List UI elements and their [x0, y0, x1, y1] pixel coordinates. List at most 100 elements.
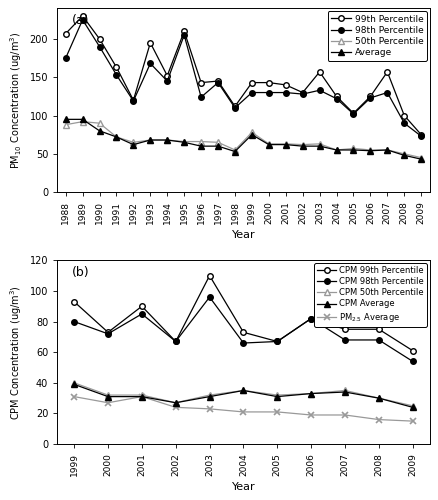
CPM 98th Percentile — [173, 338, 178, 344]
PM$_{2.5}$ Average — [173, 404, 178, 410]
CPM 98th Percentile — [275, 338, 280, 344]
PM$_{2.5}$ Average — [71, 394, 77, 400]
Text: (a): (a) — [72, 14, 90, 27]
99th Percentile — [351, 110, 356, 116]
Average — [198, 143, 204, 149]
99th Percentile — [402, 112, 407, 118]
CPM 50th Percentile — [207, 392, 212, 398]
98th Percentile — [334, 96, 339, 102]
CPM 50th Percentile — [343, 388, 348, 394]
Average — [419, 156, 424, 162]
99th Percentile — [385, 69, 390, 75]
Average — [249, 132, 254, 138]
PM$_{2.5}$ Average — [308, 412, 314, 418]
PM$_{2.5}$ Average — [275, 409, 280, 415]
CPM Average — [308, 390, 314, 396]
Average — [131, 142, 136, 148]
99th Percentile — [419, 132, 424, 138]
50th Percentile — [97, 120, 102, 126]
99th Percentile — [317, 69, 322, 75]
Line: CPM Average: CPM Average — [71, 382, 416, 410]
98th Percentile — [419, 133, 424, 139]
CPM 98th Percentile — [207, 294, 212, 300]
Average — [97, 128, 102, 134]
Average — [351, 147, 356, 153]
CPM 98th Percentile — [71, 318, 77, 324]
CPM 99th Percentile — [207, 272, 212, 278]
CPM 99th Percentile — [241, 330, 246, 336]
99th Percentile — [334, 94, 339, 100]
Average — [385, 147, 390, 153]
CPM 50th Percentile — [376, 395, 381, 401]
CPM Average — [376, 395, 381, 401]
Text: (b): (b) — [72, 266, 90, 279]
50th Percentile — [148, 137, 153, 143]
Line: CPM 99th Percentile: CPM 99th Percentile — [71, 273, 416, 353]
CPM 98th Percentile — [106, 331, 111, 337]
CPM 50th Percentile — [139, 392, 145, 398]
CPM Average — [410, 404, 415, 410]
Average — [148, 137, 153, 143]
PM$_{2.5}$ Average — [106, 400, 111, 406]
Average — [402, 152, 407, 158]
50th Percentile — [232, 147, 237, 153]
PM$_{2.5}$ Average — [410, 418, 415, 424]
99th Percentile — [148, 40, 153, 46]
99th Percentile — [63, 30, 68, 36]
Line: Average: Average — [63, 116, 424, 162]
50th Percentile — [283, 141, 288, 147]
99th Percentile — [215, 78, 221, 84]
50th Percentile — [63, 122, 68, 128]
PM$_{2.5}$ Average — [343, 412, 348, 418]
99th Percentile — [80, 13, 85, 19]
CPM 50th Percentile — [275, 392, 280, 398]
CPM 98th Percentile — [241, 340, 246, 346]
98th Percentile — [385, 90, 390, 96]
50th Percentile — [182, 138, 187, 144]
Line: PM$_{2.5}$ Average: PM$_{2.5}$ Average — [71, 393, 416, 424]
50th Percentile — [131, 140, 136, 145]
50th Percentile — [198, 138, 204, 144]
50th Percentile — [249, 130, 254, 136]
50th Percentile — [266, 141, 272, 147]
98th Percentile — [182, 32, 187, 38]
Average — [63, 116, 68, 122]
50th Percentile — [114, 134, 119, 140]
Average — [165, 137, 170, 143]
Average — [232, 148, 237, 154]
98th Percentile — [131, 98, 136, 104]
99th Percentile — [97, 36, 102, 42]
98th Percentile — [63, 55, 68, 61]
98th Percentile — [232, 105, 237, 111]
99th Percentile — [249, 80, 254, 86]
CPM 98th Percentile — [343, 337, 348, 343]
CPM Average — [173, 400, 178, 406]
CPM 50th Percentile — [173, 400, 178, 406]
99th Percentile — [198, 80, 204, 86]
50th Percentile — [300, 142, 305, 148]
CPM 98th Percentile — [308, 316, 314, 322]
CPM 98th Percentile — [139, 311, 145, 317]
98th Percentile — [351, 111, 356, 117]
Line: CPM 98th Percentile: CPM 98th Percentile — [71, 294, 416, 364]
CPM 98th Percentile — [376, 337, 381, 343]
CPM 99th Percentile — [308, 316, 314, 322]
Y-axis label: PM$_{10}$ Concentration (ug/m$^3$): PM$_{10}$ Concentration (ug/m$^3$) — [8, 32, 24, 169]
99th Percentile — [283, 82, 288, 88]
99th Percentile — [182, 28, 187, 34]
CPM 99th Percentile — [376, 326, 381, 332]
50th Percentile — [215, 140, 221, 145]
98th Percentile — [215, 80, 221, 86]
CPM 50th Percentile — [241, 388, 246, 394]
99th Percentile — [114, 64, 119, 70]
99th Percentile — [300, 90, 305, 96]
Line: 50th Percentile: 50th Percentile — [63, 119, 424, 160]
98th Percentile — [198, 94, 204, 100]
CPM 99th Percentile — [139, 304, 145, 310]
98th Percentile — [97, 44, 102, 50]
Y-axis label: CPM Concentration (ug/m$^3$): CPM Concentration (ug/m$^3$) — [8, 285, 24, 420]
98th Percentile — [283, 90, 288, 96]
98th Percentile — [317, 88, 322, 94]
99th Percentile — [232, 104, 237, 110]
Line: 99th Percentile: 99th Percentile — [63, 13, 424, 138]
